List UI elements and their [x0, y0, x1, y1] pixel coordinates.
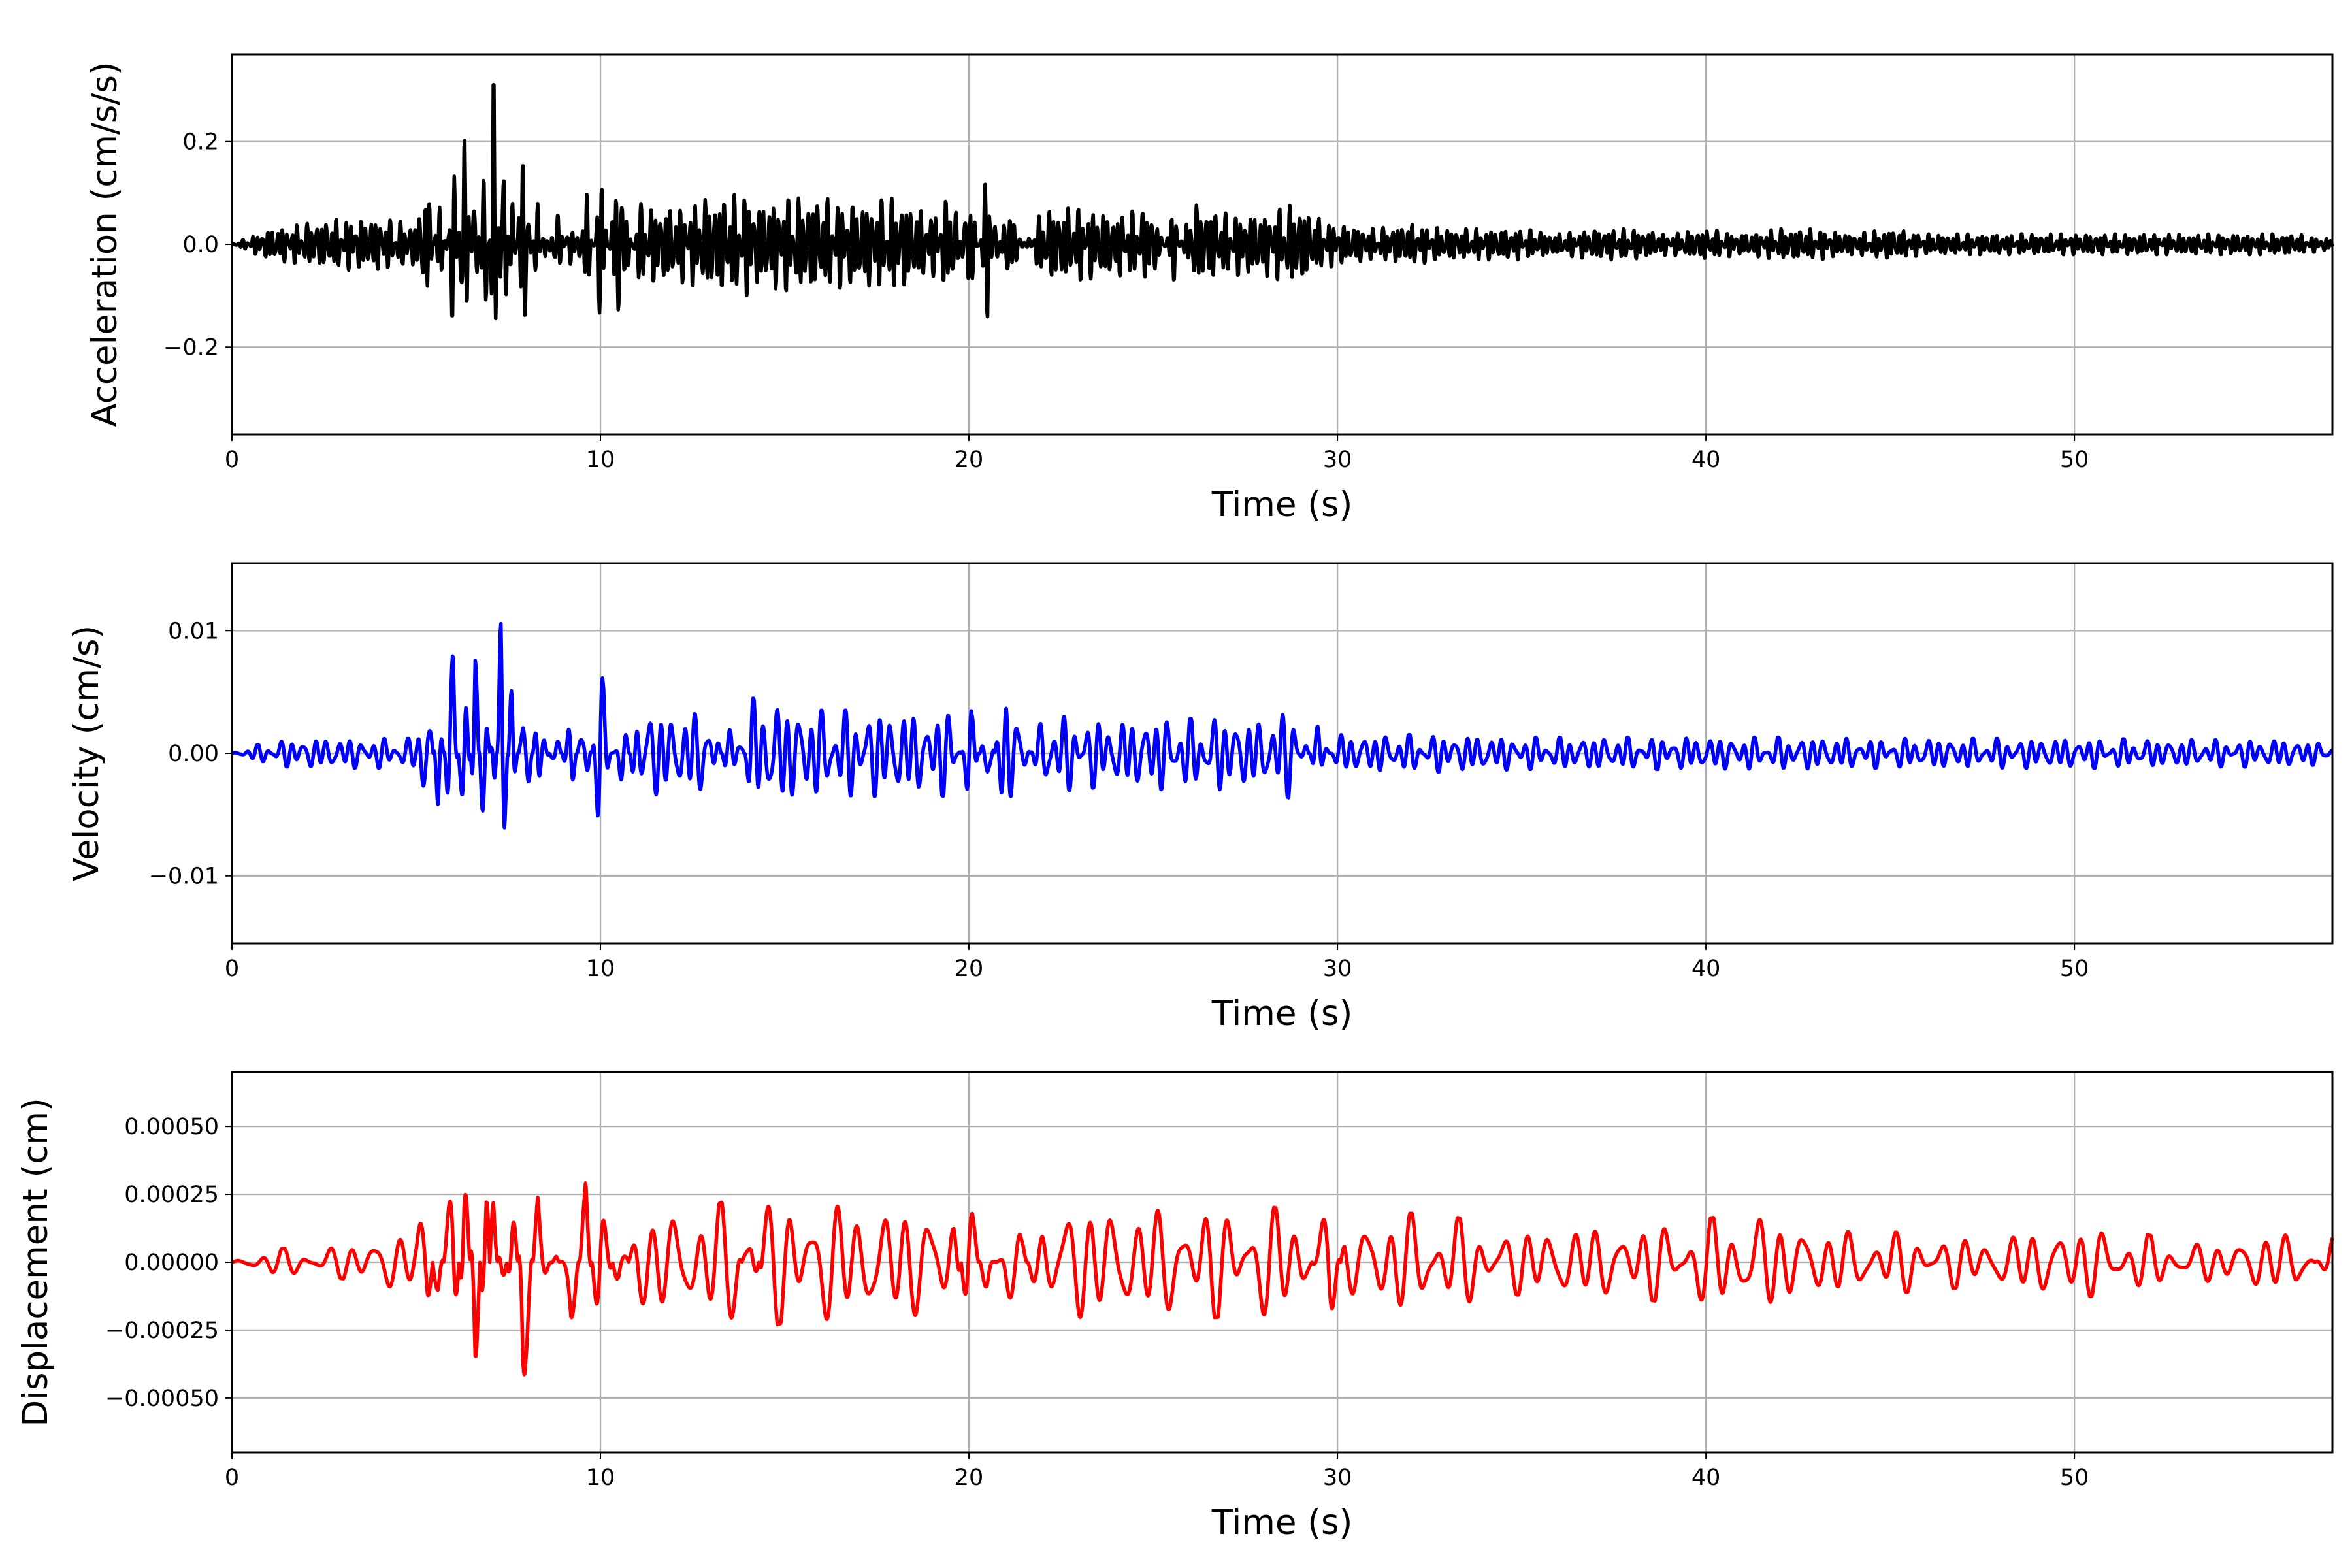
acceleration-panel: 0 10 20 30 40 50 −0.2 0.0 0.2 Time (s) Accelerat… — [85, 53, 2334, 525]
velocity-x-tick-label: 30 — [1323, 956, 1352, 982]
velocity-x-tick-label: 0 — [225, 956, 239, 982]
acceleration-ticks: 0 10 20 30 40 50 −0.2 0.0 0.2 — [163, 129, 2089, 473]
velocity-ticks: 0 10 20 30 40 50 −0.01 0.00 0.01 — [149, 618, 2089, 982]
velocity-trace — [231, 621, 2334, 830]
acceleration-y-axis-label: Acceleration (cm/s/s) — [85, 61, 125, 427]
displacement-x-tick-label: 0 — [225, 1465, 239, 1491]
acceleration-x-tick-label: 0 — [225, 447, 239, 473]
velocity-panel: 0 10 20 30 40 50 −0.01 0.00 0.01 Time (s) Veloci… — [67, 562, 2334, 1034]
velocity-y-axis-label: Velocity (cm/s) — [67, 625, 106, 881]
velocity-x-tick-label: 40 — [1691, 956, 1721, 982]
acceleration-y-tick-label: 0.2 — [182, 129, 219, 155]
displacement-y-axis-label: Displacement (cm) — [16, 1098, 56, 1426]
acceleration-y-tick-label: 0.0 — [182, 232, 219, 258]
velocity-y-tick-label: 0.00 — [168, 741, 219, 767]
displacement-x-tick-label: 40 — [1691, 1465, 1721, 1491]
displacement-x-axis-label: Time (s) — [1211, 1503, 1353, 1543]
acceleration-x-tick-label: 50 — [2060, 447, 2089, 473]
velocity-x-axis-label: Time (s) — [1211, 994, 1353, 1034]
acceleration-x-tick-label: 20 — [955, 447, 984, 473]
displacement-y-tick-label: 0.00050 — [124, 1114, 219, 1140]
velocity-y-tick-label: 0.01 — [168, 618, 219, 644]
acceleration-x-tick-label: 40 — [1691, 447, 1721, 473]
displacement-x-tick-label: 50 — [2060, 1465, 2089, 1491]
displacement-panel: 0 10 20 30 40 50 −0.00050 −0.00025 0.00000 0.0002… — [16, 1071, 2334, 1543]
displacement-y-tick-label: 0.00025 — [124, 1182, 219, 1208]
displacement-x-tick-label: 30 — [1323, 1465, 1352, 1491]
acceleration-x-tick-label: 30 — [1323, 447, 1352, 473]
velocity-y-tick-label: −0.01 — [149, 864, 219, 890]
displacement-x-tick-label: 10 — [586, 1465, 615, 1491]
acceleration-trace — [231, 82, 2334, 321]
velocity-x-tick-label: 20 — [955, 956, 984, 982]
displacement-y-tick-label: −0.00050 — [105, 1386, 219, 1412]
acceleration-x-tick-label: 10 — [586, 447, 615, 473]
velocity-x-tick-label: 10 — [586, 956, 615, 982]
acceleration-x-axis-label: Time (s) — [1211, 485, 1353, 525]
displacement-ticks: 0 10 20 30 40 50 −0.00050 −0.00025 0.00000 0.0002… — [105, 1114, 2089, 1491]
velocity-x-tick-label: 50 — [2060, 956, 2089, 982]
displacement-trace — [231, 1181, 2334, 1377]
acceleration-y-tick-label: −0.2 — [163, 335, 219, 361]
displacement-y-tick-label: 0.00000 — [124, 1250, 219, 1276]
displacement-y-tick-label: −0.00025 — [105, 1318, 219, 1344]
displacement-x-tick-label: 20 — [955, 1465, 984, 1491]
